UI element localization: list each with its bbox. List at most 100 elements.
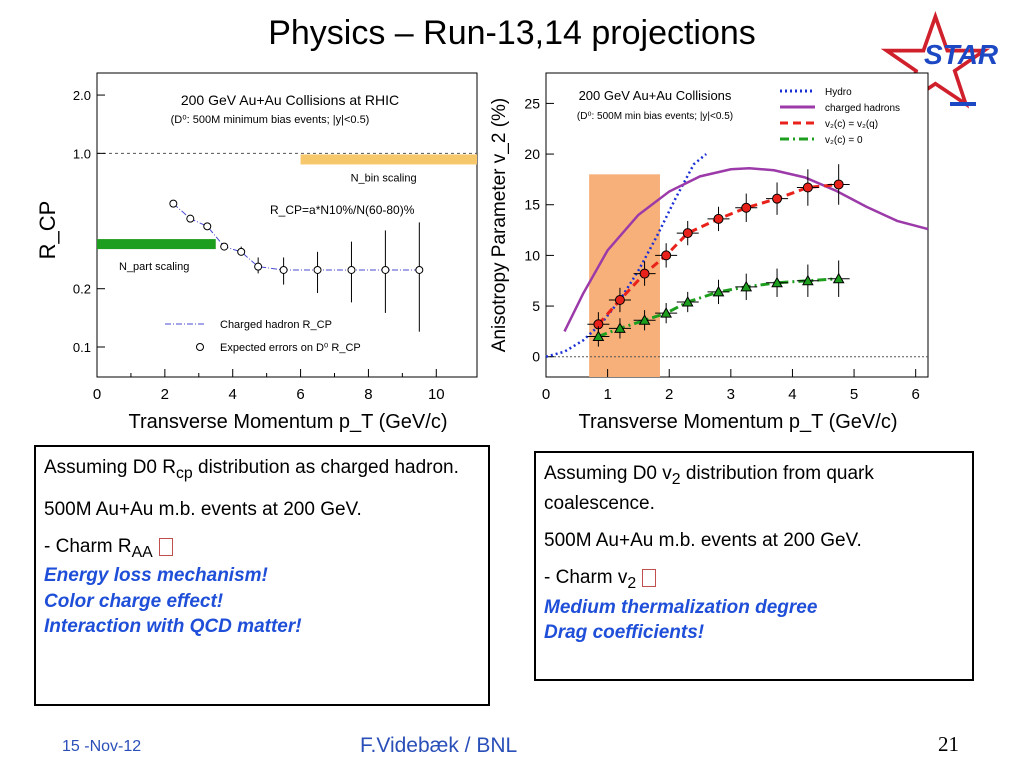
v2-series-line	[597, 277, 839, 338]
v2-data-point	[639, 268, 650, 279]
v2-chart: 0 1 2 3 4 5 6 0 5 10 15 20 25 Hydro charged hadrons v₂(…	[489, 72, 929, 433]
left-line2: 500M Au+Au m.b. events at 200 GeV.	[44, 498, 362, 520]
rcp-y-tick-label: 0.2	[73, 282, 91, 297]
rcp-band-label: N_bin scaling	[351, 172, 417, 184]
v2-data-point	[712, 285, 725, 297]
v2-x-tick-label: 4	[788, 386, 796, 403]
v2-data-point	[638, 314, 651, 325]
v2-subtitle: (D⁰: 500M min bias events; |y|<0.5)	[577, 111, 733, 122]
rcp-band	[97, 239, 216, 250]
rcp-y-tick-label: 2.0	[73, 88, 91, 103]
right-line3: - Charm v2	[544, 565, 964, 595]
v2-y-tick-label: 25	[524, 95, 540, 111]
rcp-x-tick-label: 6	[296, 386, 304, 403]
left-text-box: Assuming D0 Rcp distribution as charged …	[34, 445, 490, 706]
v2-data-point	[614, 322, 626, 333]
right-text-box: Assuming D0 v2 distribution from quark c…	[534, 451, 974, 681]
v2-x-tick-label: 0	[542, 386, 550, 403]
rcp-legend-label: Expected errors on D⁰ R_CP	[220, 342, 361, 354]
left-blue1: Energy loss mechanism!	[44, 565, 268, 587]
rcp-layer: N_bin scaling N_part scaling 0 2 4 6 8 10 0.1 0.2…	[73, 88, 477, 403]
v2-xlabel: Transverse Momentum p_T (GeV/c)	[579, 411, 898, 433]
right-line1: Assuming D0 v2 distribution from quark c…	[544, 463, 874, 514]
rcp-data-point	[237, 247, 246, 256]
rcp-x-tick-label: 10	[428, 386, 445, 403]
v2-x-tick-label: 5	[850, 386, 858, 403]
footer-date: 15 -Nov-12	[62, 738, 142, 755]
rcp-data-point	[313, 265, 322, 274]
rcp-data-point	[347, 265, 356, 274]
v2-highlight-band	[589, 174, 660, 377]
rcp-data-point	[415, 265, 424, 274]
v2-data-point	[772, 193, 783, 204]
rcp-data-point	[220, 242, 229, 251]
rcp-chart: N_bin scaling N_part scaling 0 2 4 6 8 10 0.1 0.2…	[35, 72, 478, 433]
v2-data-point	[713, 213, 724, 224]
v2-data-point	[802, 182, 813, 193]
v2-y-tick-label: 5	[532, 298, 540, 314]
missing-glyph-icon	[158, 537, 173, 556]
v2-data-point	[660, 307, 672, 318]
v2-legend-label: charged hadrons	[825, 103, 900, 114]
v2-data-point	[740, 280, 753, 292]
v2-data-point	[771, 276, 783, 288]
v2-series-line	[563, 167, 929, 332]
right-line2: 500M Au+Au m.b. events at 200 GeV.	[544, 529, 862, 551]
rcp-x-tick-label: 4	[229, 386, 237, 403]
v2-layer: 0 1 2 3 4 5 6 0 5 10 15 20 25 Hydro charged hadrons v₂(…	[524, 87, 929, 403]
v2-y-tick-label: 10	[524, 247, 540, 263]
v2-y-tick-label: 20	[524, 146, 540, 162]
rcp-subtitle: (D⁰: 500M minimum bias events; |y|<0.5)	[171, 114, 370, 126]
v2-legend-label: v₂(c) = 0	[825, 135, 863, 146]
v2-series-line	[597, 182, 839, 326]
v2-x-tick-label: 6	[912, 386, 920, 403]
v2-y-tick-label: 0	[532, 349, 540, 365]
footer-author: F.Videbæk / BNL	[360, 734, 518, 757]
v2-y-tick-label: 15	[524, 197, 540, 213]
v2-x-tick-label: 2	[665, 386, 673, 403]
v2-x-tick-label: 3	[727, 386, 735, 403]
v2-series-line	[545, 153, 707, 358]
rcp-x-tick-label: 2	[161, 386, 169, 403]
rcp-data-point	[169, 199, 178, 208]
right-blue2: Drag coefficients!	[544, 621, 705, 643]
v2-legend-label: Hydro	[825, 87, 852, 98]
star-outline-icon	[880, 11, 991, 109]
v2-data-point	[832, 272, 845, 284]
rcp-x-tick-label: 0	[93, 386, 101, 403]
rcp-title: 200 GeV Au+Au Collisions at RHIC	[181, 92, 399, 108]
v2-ylabel: Anisotropy Parameter v_2 (%)	[489, 98, 510, 353]
rcp-plot-frame	[96, 72, 478, 378]
v2-title: 200 GeV Au+Au Collisions	[579, 88, 732, 103]
v2-data-point	[802, 274, 814, 286]
rcp-y-tick-label: 1.0	[73, 146, 91, 161]
left-line1: Assuming D0 Rcp distribution as charged …	[44, 457, 459, 482]
v2-data-point	[833, 179, 844, 190]
rcp-data-point	[203, 222, 212, 231]
rcp-legend-marker	[196, 343, 204, 351]
v2-data-point	[741, 202, 752, 213]
rcp-y-tick-label: 0.1	[73, 340, 91, 355]
v2-x-tick-label: 1	[603, 386, 611, 403]
rcp-data-point	[186, 214, 195, 223]
right-blue1: Medium thermalization degree	[544, 596, 818, 618]
rcp-data-point	[254, 262, 263, 271]
logo-underline	[950, 102, 976, 106]
left-line3: - Charm RAA	[44, 534, 480, 564]
page-number: 21	[938, 732, 959, 756]
rcp-legend-label: Charged hadron R_CP	[220, 319, 332, 331]
rcp-xlabel: Transverse Momentum p_T (GeV/c)	[129, 411, 448, 433]
star-logo-text: STAR	[924, 39, 999, 70]
rcp-x-tick-label: 8	[364, 386, 372, 403]
rcp-data-point	[381, 265, 390, 274]
v2-data-point	[661, 250, 672, 261]
slide-title: Physics – Run-13,14 projections	[268, 14, 756, 52]
v2-data-point	[614, 294, 625, 305]
v2-data-point	[682, 228, 693, 239]
rcp-band-label: N_part scaling	[119, 261, 189, 273]
v2-legend-label: v₂(c) = v₂(q)	[825, 119, 878, 130]
left-blue3: Interaction with QCD matter!	[44, 615, 302, 637]
left-blue2: Color charge effect!	[44, 590, 224, 612]
missing-glyph-icon	[642, 568, 657, 587]
star-logo: STAR	[880, 11, 999, 109]
